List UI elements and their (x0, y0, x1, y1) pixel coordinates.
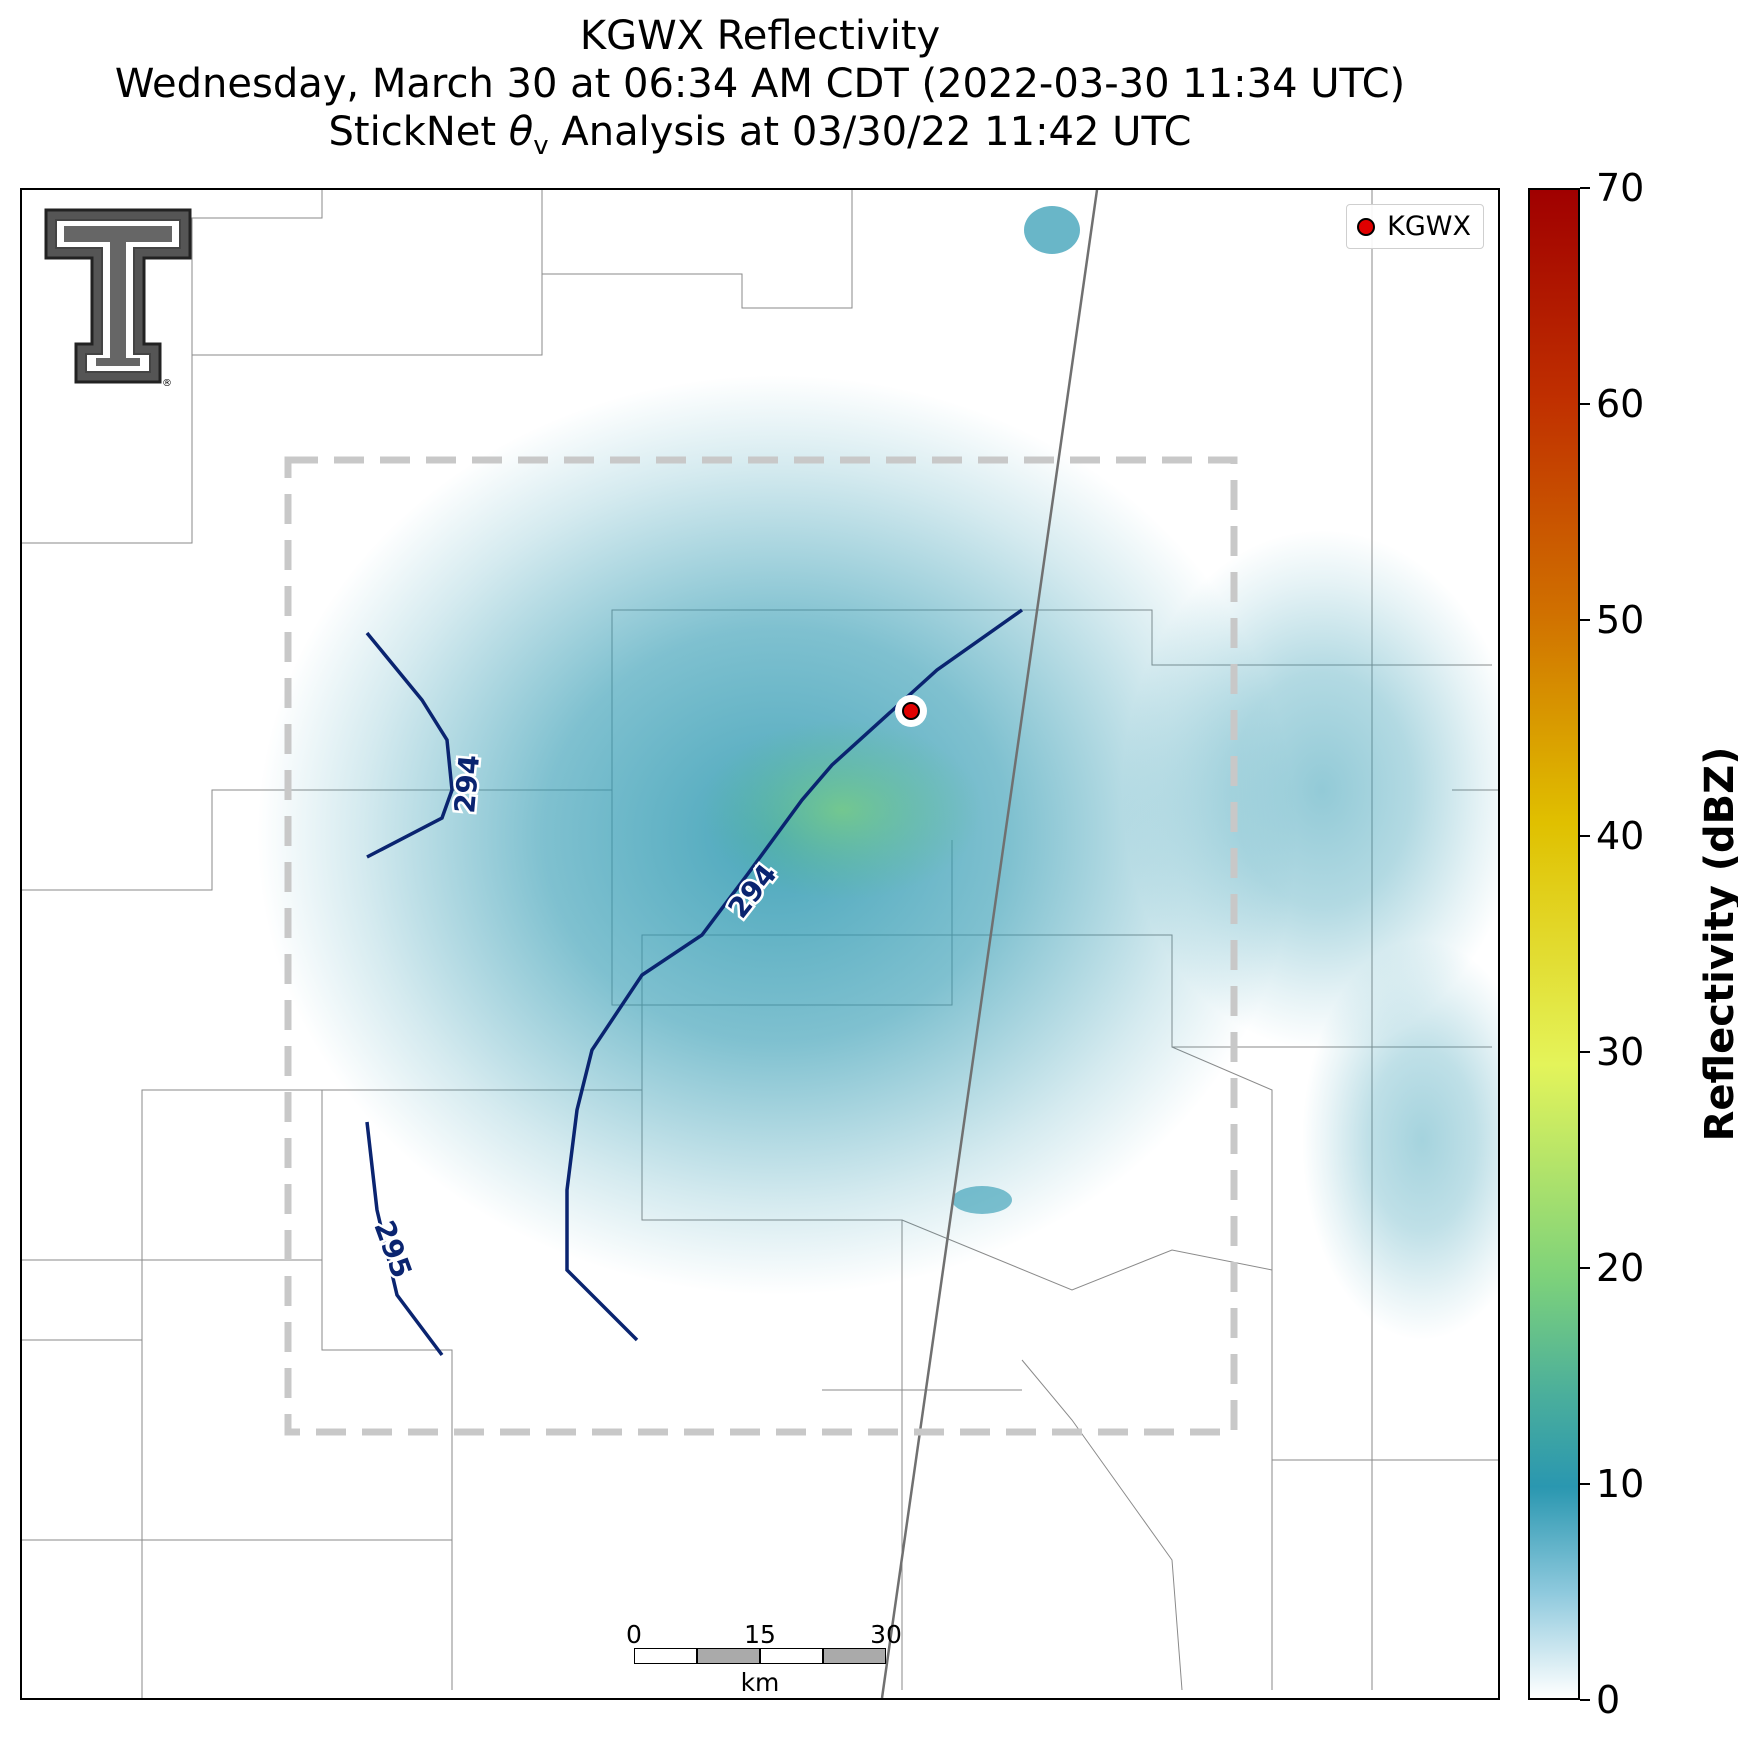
title-prefix: StickNet (328, 109, 509, 155)
colorbar-title: Reflectivity (dBZ) (1697, 746, 1738, 1142)
colorbar-tick-mark (1580, 403, 1590, 405)
reflectivity-echoes (257, 206, 1498, 1340)
colorbar-tick-mark (1580, 1267, 1590, 1269)
colorbar-tick-label: 20 (1596, 1246, 1645, 1290)
scale-seg-4 (823, 1648, 886, 1664)
title-line-1: KGWX Reflectivity (579, 13, 941, 59)
scale-tick-30: 30 (870, 1620, 902, 1649)
colorbar-tick-mark (1580, 1483, 1590, 1485)
scale-bar: 0 15 30 km (626, 1620, 902, 1697)
scale-tick-0: 0 (626, 1620, 642, 1649)
colorbar (1528, 188, 1580, 1700)
scale-tick-15: 15 (744, 1620, 776, 1649)
colorbar-tick-label: 30 (1596, 1030, 1645, 1074)
theta-v-contours (365, 608, 1024, 1357)
colorbar-tick-label: 0 (1596, 1678, 1621, 1722)
contour-294-west (365, 631, 454, 859)
colorbar-tick-label: 70 (1596, 166, 1645, 210)
radar-map[interactable]: 294 294 295 KGWX (20, 188, 1500, 1700)
scale-unit: km (740, 1668, 780, 1697)
scale-seg-2 (697, 1648, 760, 1664)
colorbar-tick-label: 50 (1596, 598, 1645, 642)
colorbar-tick-mark (1580, 1051, 1590, 1053)
colorbar-tick-mark (1580, 1699, 1590, 1701)
analysis-domain-box (284, 456, 1238, 1436)
theta-symbol: θ (508, 109, 534, 155)
highway-line (880, 190, 1099, 1698)
contour-label-295: 295 (367, 1216, 418, 1282)
contour-label-294-west: 294 (448, 754, 486, 815)
legend-marker (1357, 217, 1376, 236)
colorbar-tick-mark (1580, 835, 1590, 837)
scale-seg-1 (634, 1648, 697, 1664)
colorbar-tick-label: 40 (1596, 814, 1645, 858)
colorbar-tick-label: 60 (1596, 382, 1645, 426)
title-block: KGWX Reflectivity Wednesday, March 30 at… (0, 12, 1520, 170)
contour-294-main (565, 608, 1024, 1342)
map-svg: 294 294 295 (22, 190, 1498, 1698)
map-legend: KGWX (1346, 204, 1484, 249)
texas-tech-logo (44, 208, 192, 384)
colorbar-tick-mark (1580, 619, 1590, 621)
colorbar-tick-label: 10 (1596, 1462, 1645, 1506)
legend-label: KGWX (1387, 211, 1471, 242)
contour-295 (365, 1121, 444, 1357)
theta-subscript: v (533, 131, 549, 161)
registered-mark: ® (162, 378, 172, 389)
scale-seg-3 (760, 1648, 823, 1664)
title-line-2: Wednesday, March 30 at 06:34 AM CDT (202… (114, 61, 1406, 107)
colorbar-tick-mark (1580, 187, 1590, 189)
title-line-3: StickNet θv Analysis at 03/30/22 11:42 U… (0, 108, 1520, 170)
title-suffix: Analysis at 03/30/22 11:42 UTC (548, 109, 1192, 155)
